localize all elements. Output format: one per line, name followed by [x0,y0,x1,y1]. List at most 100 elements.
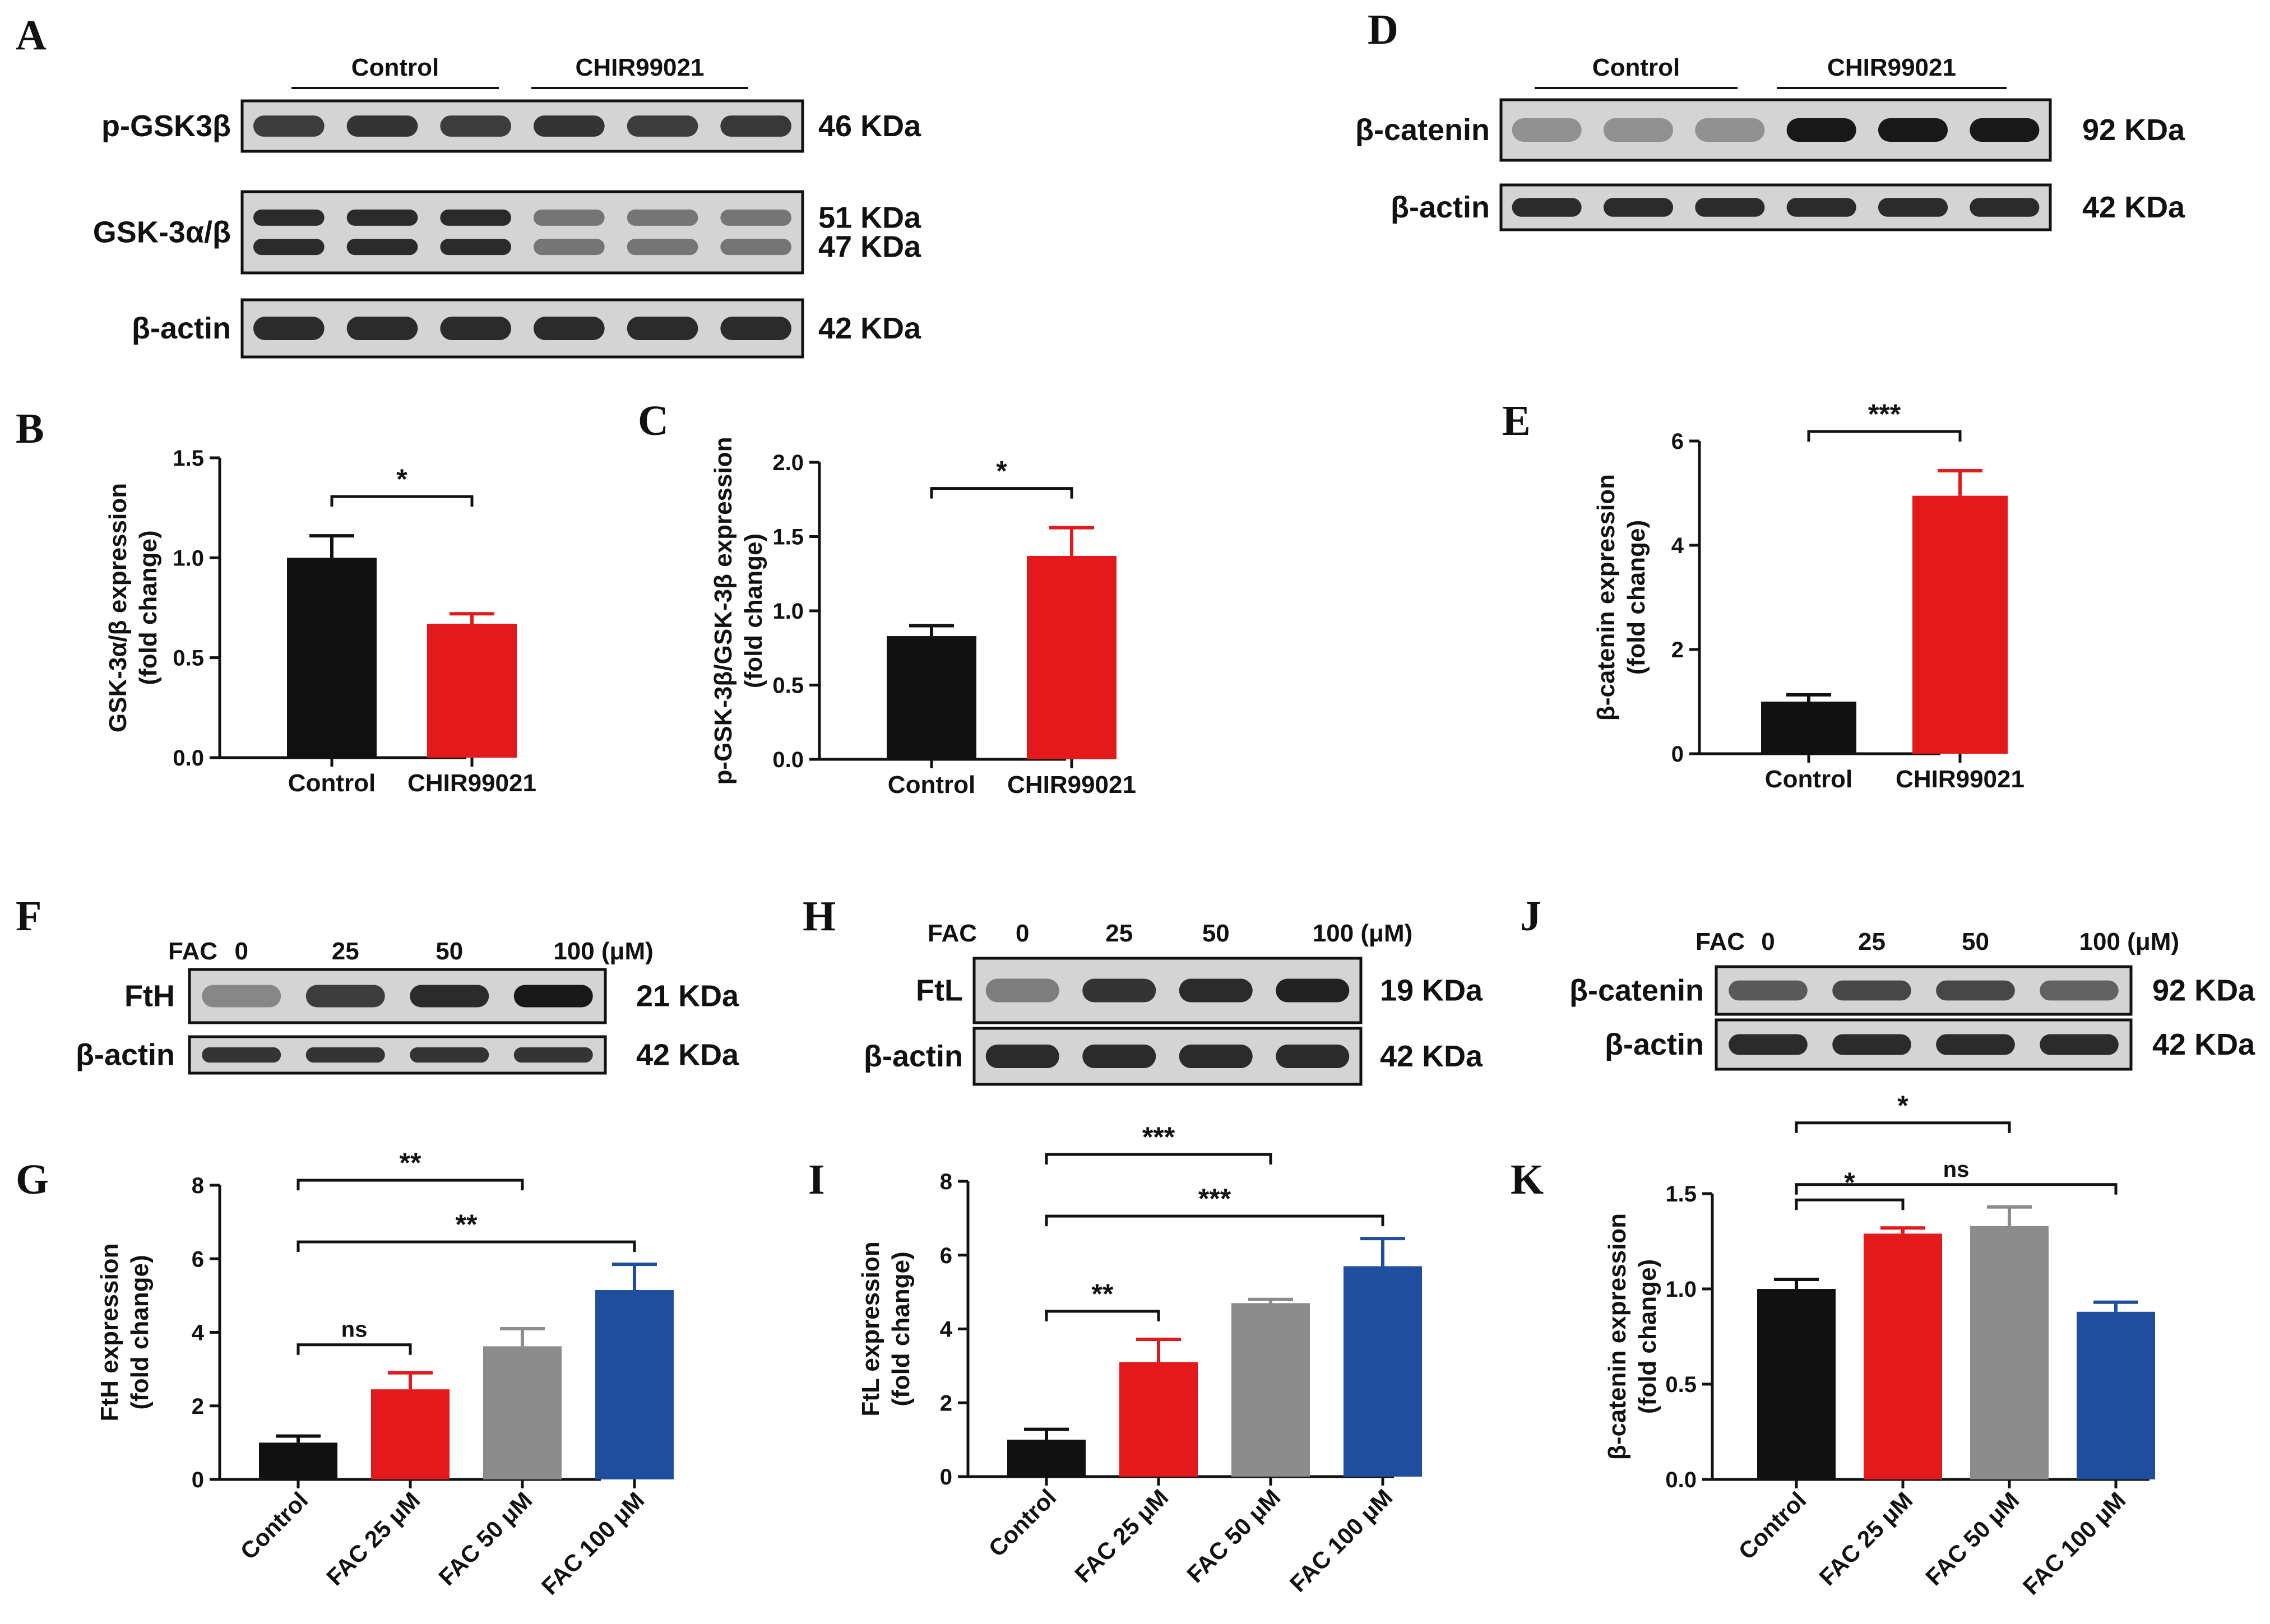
kda-label: 46 KDa [818,109,921,143]
blot-band [2040,1034,2119,1055]
chart-panel-k: 0.0 0.5 1.0 1.5 β-catenin expression (fold ch… [1604,1090,2155,1600]
blot-band [720,239,791,256]
blot-band [440,239,511,256]
kda-label: 42 KDa [1380,1040,1483,1073]
significance-label: ** [400,1147,421,1178]
x-tick-label: FAC 100 μM [536,1487,650,1600]
blot-band [1936,1034,2015,1055]
y-tick-label: 0 [1671,742,1684,767]
panel-letter-d: D [1368,6,1398,53]
blot-band [1970,198,2040,217]
blot-band [1878,198,1948,217]
blot-band [1276,978,1350,1003]
panel-letter-j: J [1520,893,1541,940]
bar [887,636,976,759]
row-label: p-GSK3β [101,109,231,143]
significance-bracket [1045,1153,1272,1165]
blot-band [346,317,418,340]
bar [1761,702,1856,754]
dose-label: 100 (μM) [1313,920,1413,947]
dose-label: 0 [235,938,248,965]
y-tick-label: 0.0 [772,748,804,772]
group-label: Control [351,54,439,81]
blot-band [1276,1045,1350,1068]
blot-band [627,115,698,137]
y-tick-label: 6 [940,1243,952,1268]
panel-letter-a: A [16,12,47,59]
blot-band [985,978,1059,1003]
y-axis-label: GSK-3α/β expression [104,483,132,732]
y-tick-label: 0.0 [173,746,204,771]
panel-letter-f: F [16,893,41,940]
blot-band [305,985,385,1008]
dose-label: 50 [1202,920,1230,947]
kda-label: 42 KDa [2152,1028,2255,1061]
blot-band [1512,118,1582,142]
y-tick-label: 8 [192,1173,204,1198]
row-label: β-actin [1391,191,1490,224]
blot-band [513,1047,593,1063]
blot-band [1832,1034,1911,1055]
bar [1007,1440,1086,1477]
blot-band [1936,980,2015,1001]
y-tick-label: 0.0 [1665,1468,1697,1492]
chart-panel-b: 0.0 0.5 1.0 1.5 GSK-3α/β expression (fold cha… [104,446,536,797]
y-axis-label: (fold change) [135,530,162,685]
y-tick-label: 6 [1671,429,1684,454]
significance-label: *** [1868,398,1901,430]
kda-label: 92 KDa [2152,974,2255,1008]
y-tick-label: 1.5 [1665,1182,1697,1207]
y-tick-label: 0 [940,1465,952,1490]
row-label: β-actin [864,1040,963,1073]
significance-bracket [1045,1214,1384,1227]
y-tick-label: 2 [940,1391,952,1416]
blot-band [346,239,418,256]
row-label: β-actin [1605,1028,1704,1061]
chart-panel-c: 0.0 0.5 1.0 1.5 2.0 p-GSK-3β/GSK-3β expressio… [710,437,1136,799]
blot-band [534,115,605,137]
y-axis-label: (fold change) [126,1255,154,1409]
blot-band [410,1047,489,1063]
x-tick-label: FAC 25 μM [1069,1484,1173,1588]
panel-letter-k: K [1511,1156,1544,1203]
y-tick-label: 0 [192,1468,204,1492]
y-axis-label: FtL expression [857,1241,884,1416]
blot-band [985,1045,1059,1068]
dose-label: 25 [1105,920,1133,947]
y-tick-label: 1.0 [1665,1277,1697,1302]
blot-band [1082,978,1156,1003]
kda-label: 47 KDa [818,230,921,264]
panel-letter-e: E [1502,397,1531,444]
blot-band [305,1047,385,1063]
x-tick-label: CHIR99021 [1896,765,2025,793]
y-tick-label: 6 [192,1247,204,1272]
dose-label: 0 [1016,920,1029,947]
group-label: CHIR99021 [576,54,705,81]
row-label: β-catenin [1569,974,1704,1008]
blot-box [240,99,804,153]
y-axis-label: (fold change) [887,1251,915,1406]
fac-label: FAC [928,920,977,947]
y-axis-label: (fold change) [1623,520,1650,675]
y-axis-label: p-GSK-3β/GSK-3β expression [710,437,737,785]
significance-bracket [1045,1310,1160,1321]
bar [371,1389,450,1479]
blot-band [346,209,418,226]
y-tick-label: 4 [192,1321,205,1345]
group-label: CHIR99021 [1827,54,1956,81]
blot-band [720,209,791,226]
blot-band [720,115,791,137]
dose-label: 100 (μM) [553,938,654,965]
blot-band [534,209,605,226]
y-tick-label: 1.0 [173,546,204,570]
x-tick-label: CHIR99021 [407,769,536,797]
bar [259,1442,337,1479]
blot-band [1603,198,1674,217]
blot-band [440,209,511,226]
y-tick-label: 2 [192,1394,204,1419]
blot-band [534,317,605,340]
blot-band [253,115,325,137]
dose-label: 25 [1858,928,1886,955]
